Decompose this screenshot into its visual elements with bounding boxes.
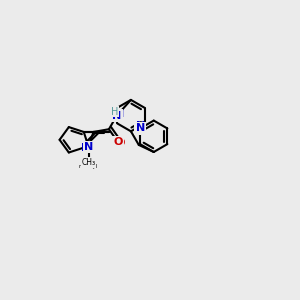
Text: N: N: [84, 142, 93, 152]
Text: H: H: [111, 107, 118, 117]
Text: N: N: [81, 143, 91, 153]
Text: H: H: [112, 108, 119, 118]
Text: O: O: [113, 137, 123, 147]
Text: CH₃: CH₃: [82, 158, 96, 167]
Text: N: N: [115, 110, 124, 119]
Text: N: N: [136, 121, 145, 131]
Text: N: N: [112, 111, 122, 121]
Text: methyl: methyl: [79, 164, 98, 169]
Text: N: N: [136, 123, 145, 134]
Text: O: O: [115, 139, 124, 148]
